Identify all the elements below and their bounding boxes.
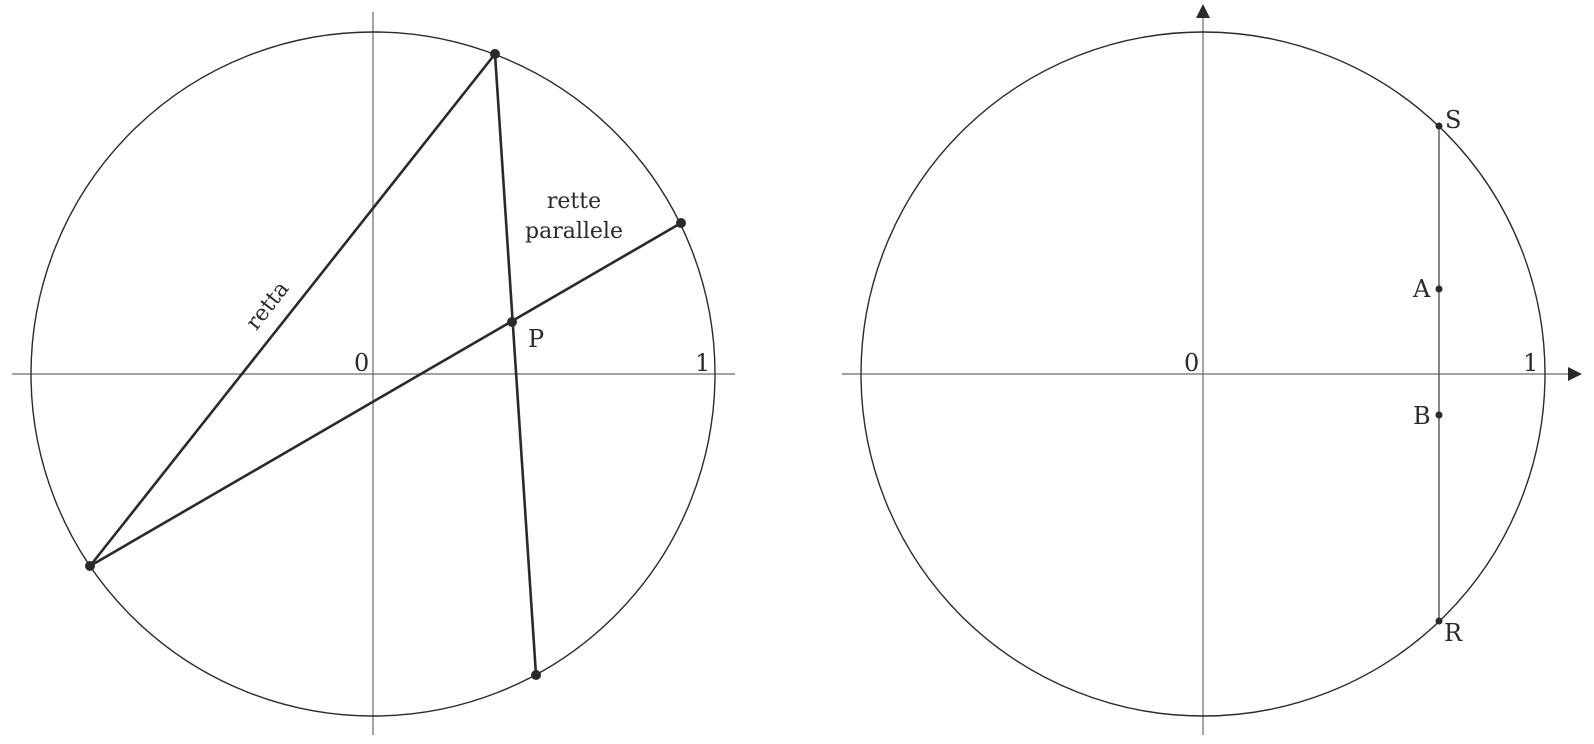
right-figure: 0 1 S A B R bbox=[842, 4, 1582, 735]
left-p-label: P bbox=[528, 325, 544, 353]
right-point-a bbox=[1435, 285, 1443, 293]
left-figure: 0 1 retta rette parallele P bbox=[12, 12, 735, 735]
left-parallel-label-1: rette bbox=[547, 189, 601, 214]
right-s-label: S bbox=[1445, 106, 1461, 134]
left-retta-label: retta bbox=[241, 277, 294, 335]
left-unit-label: 1 bbox=[695, 349, 710, 377]
right-b-label: B bbox=[1413, 402, 1431, 430]
left-chord-through-p bbox=[89, 221, 682, 568]
left-chord-vertical bbox=[493, 53, 538, 676]
left-point-bottom-left bbox=[85, 561, 95, 571]
left-point-p bbox=[507, 317, 517, 327]
left-unit-circle bbox=[30, 31, 716, 717]
left-origin-label: 0 bbox=[354, 349, 369, 377]
right-origin-label: 0 bbox=[1184, 349, 1199, 377]
right-unit-label: 1 bbox=[1523, 349, 1538, 377]
right-a-label: A bbox=[1412, 275, 1431, 303]
left-parallel-label-2: parallele bbox=[525, 219, 623, 244]
left-point-top bbox=[490, 49, 500, 59]
right-point-r bbox=[1435, 617, 1443, 625]
left-point-right bbox=[676, 218, 686, 228]
left-chord-retta bbox=[88, 53, 497, 567]
right-r-label: R bbox=[1444, 619, 1463, 647]
right-unit-circle bbox=[860, 31, 1546, 717]
left-point-bottom bbox=[531, 670, 541, 680]
right-point-b bbox=[1435, 411, 1443, 419]
right-point-s bbox=[1435, 122, 1443, 130]
